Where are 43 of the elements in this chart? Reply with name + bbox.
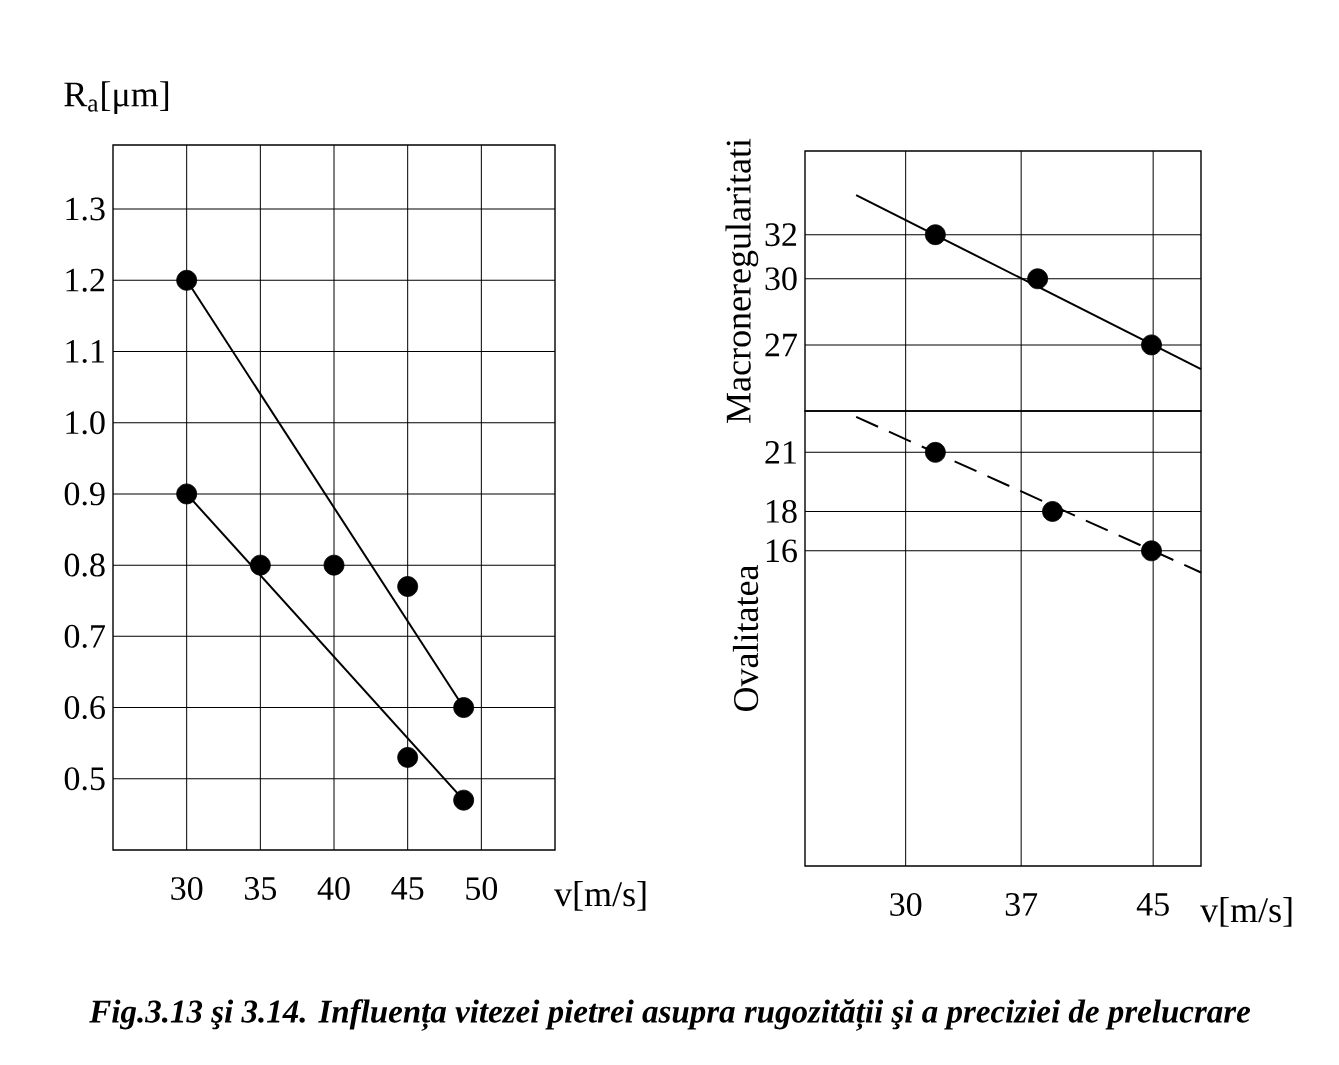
x-tick-label: 50	[466, 877, 498, 901]
point	[924, 441, 946, 463]
point	[453, 789, 475, 811]
y-tick-label: 27	[765, 333, 797, 357]
y-tick-label: 1.1	[66, 340, 104, 363]
caption: Fig.3.13 şi 3.14. Influența vitezei pietrei asupra rugozității şi a preciziei de prelucrare	[89, 999, 1251, 1031]
x-tick-label: 30	[890, 893, 922, 917]
y-tick-label: 1.2	[66, 268, 105, 292]
y-axis-title: Ovalitatea	[732, 564, 759, 711]
point	[453, 697, 475, 718]
point	[176, 483, 198, 505]
point	[1141, 334, 1162, 356]
y-tick-label: 32	[765, 223, 797, 247]
point	[1141, 540, 1162, 562]
y-tick-label: 0.5	[64, 767, 105, 791]
y-tick-label: 1.3	[66, 197, 105, 221]
x-tick-label: 40	[317, 877, 350, 901]
y-axis-title: R$_{a}$[μm]	[64, 81, 169, 114]
point	[1042, 501, 1063, 522]
point	[397, 747, 419, 768]
y-tick-label: 0.7	[64, 624, 105, 648]
point	[323, 554, 345, 576]
x-tick-label: 45	[391, 877, 424, 900]
x-axis-title: v[m/s]	[1200, 897, 1292, 927]
point	[397, 576, 419, 597]
y-tick-label: 18	[766, 499, 797, 523]
y-tick-label: 0.8	[64, 553, 105, 577]
y-tick-label: 30	[765, 267, 797, 291]
x-tick-label: 35	[244, 877, 277, 900]
y-tick-label: 0.6	[64, 696, 105, 720]
y-axis-title: Macroneregularitati	[725, 138, 759, 423]
point	[924, 224, 946, 246]
y-tick-label: 0.9	[64, 482, 105, 506]
y-tick-label: 1.0	[66, 411, 105, 435]
point	[249, 554, 271, 576]
point	[176, 269, 198, 291]
x-tick-label: 45	[1136, 893, 1169, 916]
y-tick-label: 21	[765, 441, 796, 464]
point	[1027, 268, 1049, 290]
x-tick-label: 37	[1005, 893, 1038, 916]
x-axis-title: v[m/s]	[554, 881, 646, 911]
x-tick-label: 30	[171, 877, 203, 901]
y-tick-label: 16	[766, 539, 797, 563]
